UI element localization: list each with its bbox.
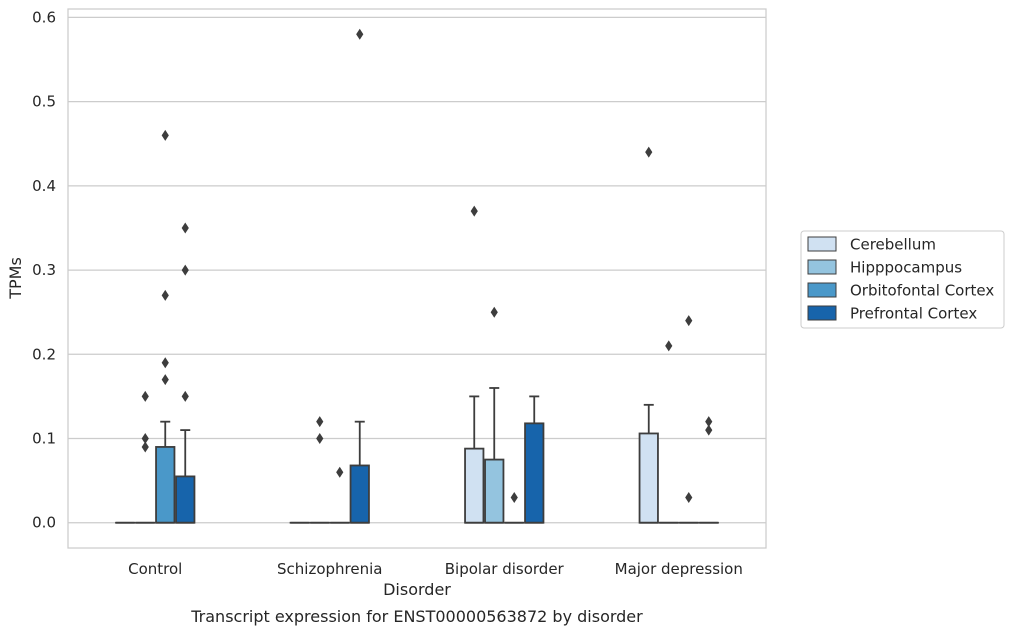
boxes [115, 387, 719, 524]
outlier-point [161, 374, 169, 386]
y-tick-label: 0.2 [32, 345, 56, 363]
y-tick-label: 0.3 [32, 261, 56, 279]
outlier-point [181, 390, 189, 402]
legend-swatch [807, 305, 837, 321]
legend-label: Cerebellum [850, 236, 936, 254]
outlier-point [705, 416, 713, 428]
outlier-point [316, 433, 324, 445]
x-tick-labels: Control Schizophrenia Bipolar disorder Majo… [128, 560, 743, 578]
box-orbitofontal-cortex [155, 420, 176, 524]
outlier-point [470, 205, 478, 217]
outlier-point [181, 264, 189, 276]
box-cerebellum [464, 395, 485, 524]
legend-label: Orbitofontal Cortex [850, 282, 994, 300]
box-prefrontal-cortex [524, 395, 545, 524]
outlier-point [356, 28, 364, 40]
outlier-point [181, 222, 189, 234]
y-tick-label: 0.0 [32, 514, 56, 532]
outliers [141, 28, 713, 503]
outlier-point [685, 315, 693, 327]
box-body [484, 458, 505, 524]
legend: Cerebellum Hipppocampus Orbitofontal Corte… [800, 230, 1005, 329]
outlier-point [705, 424, 713, 436]
box-body [155, 446, 176, 524]
outlier-point [645, 146, 653, 158]
y-tick-label: 0.1 [32, 430, 56, 448]
legend-swatch [807, 282, 837, 298]
x-tick-label: Schizophrenia [277, 560, 382, 578]
outlier-point [336, 466, 344, 478]
box-prefrontal-cortex [349, 420, 370, 524]
y-tick-label: 0.5 [32, 93, 56, 111]
chart-title: Transcript expression for ENST0000056387… [190, 607, 643, 626]
box-hipppocampus [484, 387, 505, 524]
box-body [175, 475, 196, 524]
x-axis-label: Disorder [383, 580, 451, 599]
outlier-point [316, 416, 324, 428]
box-body [464, 447, 485, 524]
x-tick-label: Bipolar disorder [445, 560, 565, 578]
y-tick-labels: 0.0 0.1 0.2 0.3 0.4 0.5 0.6 [32, 8, 56, 531]
outlier-point [685, 491, 693, 503]
y-tick-label: 0.4 [32, 177, 56, 195]
box-cerebellum [638, 403, 659, 524]
y-tick-label: 0.6 [32, 8, 56, 26]
outlier-point [665, 340, 673, 352]
y-axis-label: TPMs [6, 257, 25, 300]
outlier-point [141, 433, 149, 445]
outlier-point [141, 390, 149, 402]
outlier-point [161, 289, 169, 301]
outlier-point [510, 491, 518, 503]
x-tick-label: Major depression [615, 560, 743, 578]
outlier-point [161, 129, 169, 141]
legend-swatch [807, 259, 837, 275]
box-body [524, 422, 545, 524]
outlier-point [161, 357, 169, 369]
box-body [349, 464, 370, 524]
outlier-point [141, 441, 149, 453]
legend-swatch [807, 236, 837, 252]
box-body [638, 432, 659, 524]
x-tick-label: Control [128, 560, 182, 578]
outlier-point [490, 306, 498, 318]
legend-label: Prefrontal Cortex [850, 305, 977, 323]
legend-label: Hipppocampus [850, 259, 962, 277]
box-prefrontal-cortex [175, 429, 196, 524]
plot-area-frame [67, 8, 767, 549]
legend-frame [800, 230, 1005, 329]
